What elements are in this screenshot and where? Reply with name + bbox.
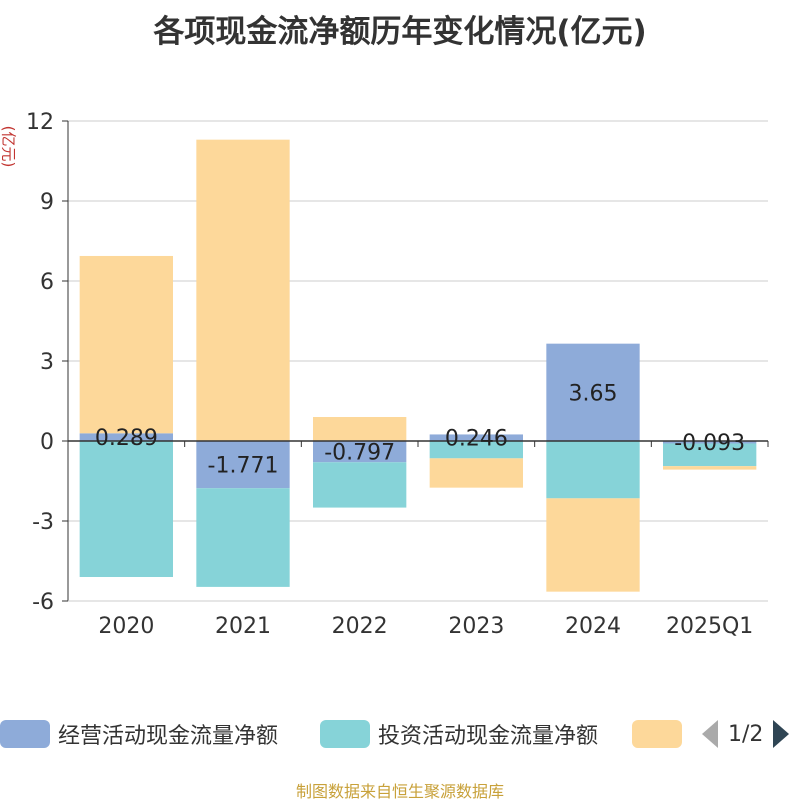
bar-financing-2023: [429, 458, 523, 488]
legend-item-operating[interactable]: 经营活动现金流量净额: [0, 716, 278, 752]
bar-investing-2025Q1: [663, 443, 757, 467]
bar-operating-2024: [546, 343, 640, 441]
y-tick-label: 0: [40, 430, 54, 455]
data-label: 0.246: [445, 427, 508, 452]
legend-swatch-financing: [632, 720, 682, 748]
bar-investing-2020: [79, 441, 173, 577]
data-label: 0.289: [95, 426, 158, 451]
bar-financing-2024: [546, 498, 640, 592]
bar-investing-2022: [313, 462, 407, 508]
prev-page-arrow-icon[interactable]: [702, 720, 718, 748]
source-note: 制图数据来自恒生聚源数据库: [295, 782, 504, 801]
bar-financing-2021: [196, 139, 290, 441]
x-tick-label: 2021: [215, 614, 271, 639]
y-tick-label: -3: [32, 510, 54, 535]
legend-pager: 1/2: [702, 716, 790, 752]
legend-item-financing[interactable]: [632, 716, 690, 752]
data-label: -0.797: [324, 441, 395, 466]
legend-item-investing[interactable]: 投资活动现金流量净额: [320, 716, 598, 752]
legend-swatch-investing: [320, 720, 370, 748]
chart-title: 各项现金流净额历年变化情况(亿元): [153, 14, 647, 50]
x-tick-label: 2025Q1: [666, 614, 753, 639]
x-tick-label: 2020: [98, 614, 154, 639]
bar-investing-2024: [546, 441, 640, 499]
x-tick-label: 2022: [332, 614, 388, 639]
next-page-arrow-icon[interactable]: [773, 720, 790, 748]
y-tick-label: 3: [40, 350, 54, 375]
legend-label-investing: 投资活动现金流量净额: [378, 724, 599, 749]
legend-page-indicator: 1/2: [728, 721, 764, 747]
legend-swatch-operating: [0, 720, 50, 748]
y-tick-label: 9: [40, 190, 54, 215]
x-tick-label: 2023: [448, 614, 504, 639]
data-label: 3.65: [569, 381, 618, 406]
legend: 经营活动现金流量净额 投资活动现金流量净额 1/2: [0, 716, 800, 752]
data-label: -1.771: [208, 454, 279, 479]
bar-investing-2021: [196, 488, 290, 587]
legend-label-operating: 经营活动现金流量净额: [58, 724, 279, 749]
bar-financing-2022: [313, 417, 407, 441]
bar-financing-2025Q1: [663, 466, 757, 470]
y-tick-label: 6: [40, 270, 54, 295]
bar-investing-2023: [429, 441, 523, 459]
bar-operating-2022: [313, 441, 407, 463]
data-label: -0.093: [674, 431, 745, 456]
bar-operating-2023: [429, 434, 523, 441]
y-tick-label: 12: [26, 110, 54, 135]
bar-operating-2021: [196, 441, 290, 489]
bar-operating-2020: [79, 433, 173, 441]
cashflow-chart: -6 -3 0 3 6 9 12 2020 2021 2022 2023 2024 2025Q1 0.28…: [26, 110, 769, 639]
y-tick-label: -6: [32, 590, 54, 615]
x-tick-label: 2024: [565, 614, 621, 639]
bar-operating-2025Q1: [663, 441, 757, 444]
bar-financing-2020: [79, 255, 173, 434]
